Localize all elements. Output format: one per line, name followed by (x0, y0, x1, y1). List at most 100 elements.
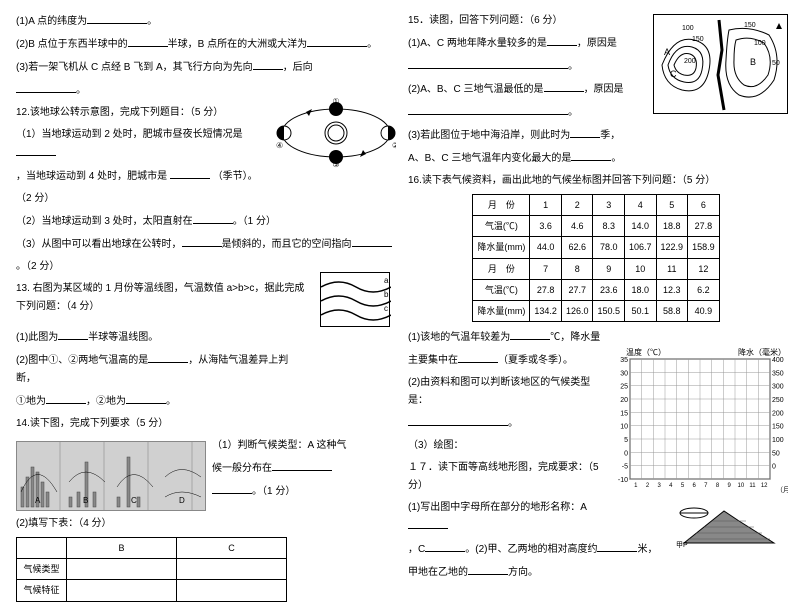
blank[interactable] (128, 35, 168, 47)
t: ，②地为 (86, 396, 126, 407)
cell-input[interactable] (177, 559, 287, 580)
svg-text:④: ④ (276, 141, 283, 150)
c: 58.8 (656, 300, 688, 321)
q15-2b: 。 (408, 103, 638, 122)
blank[interactable] (458, 351, 498, 363)
t: ℃，降水量 (550, 332, 600, 343)
blank[interactable] (58, 328, 88, 340)
c: 134.2 (530, 300, 562, 321)
mountain-icon: 甲P (674, 503, 784, 549)
svg-text:350: 350 (772, 370, 784, 377)
q15-3: (3)若此图位于地中海沿岸，则此时为季， (408, 126, 784, 145)
blank[interactable] (547, 34, 577, 46)
q14-right: （1）判断气候类型：A 这种气 候一般分布在 。（1 分） (212, 437, 392, 515)
blank[interactable] (352, 235, 392, 247)
blank[interactable] (16, 81, 76, 93)
blank[interactable] (193, 212, 233, 224)
svg-text:-10: -10 (618, 477, 628, 484)
q15-2: (2)A、B、C 三地气温最低的是，原因是 (408, 80, 638, 99)
t: ①地为 (16, 396, 46, 407)
c: 18.0 (625, 279, 657, 300)
blank[interactable] (272, 459, 332, 471)
blank[interactable] (307, 35, 367, 47)
blank[interactable] (170, 167, 210, 179)
c: 9 (593, 258, 625, 279)
svg-text:c: c (384, 304, 388, 313)
blank[interactable] (510, 328, 550, 340)
blank[interactable] (571, 149, 611, 161)
blank[interactable] (212, 482, 252, 494)
t: 13. 右图为某区域的 1 月份等温线图，气温数值 a>b>c，据此完成下列问题… (16, 283, 304, 312)
q16: 16.读下表气候资料，画出此地的气候坐标图并回答下列问题：（5 分） (408, 172, 784, 190)
svg-text:6: 6 (692, 483, 696, 489)
blank[interactable] (544, 80, 584, 92)
c: 62.6 (561, 237, 593, 258)
t: 12.该地球公转示意图，完成下列题目：（5 分） (16, 107, 223, 118)
svg-text:②: ② (392, 141, 396, 150)
isotherm-icon: a b c (321, 273, 391, 328)
q17-1: (1)写出图中字母所在部分的地形名称：A (408, 499, 603, 536)
orbit-diagram: ① ② ③ ④ (276, 98, 396, 168)
blank[interactable] (408, 57, 568, 69)
chart-label-d: D (179, 494, 185, 508)
q16-1c: 主要集中在（夏季或冬季）。 (408, 351, 603, 370)
cell-input[interactable] (177, 580, 287, 601)
t: 。（1 分） (233, 216, 276, 227)
contour-value: 100 (754, 40, 766, 47)
blank[interactable] (87, 12, 147, 24)
c: 11 (656, 258, 688, 279)
t: (1)A、C 两地年降水量较多的是 (408, 38, 547, 49)
climate-charts: A B C D (16, 441, 206, 511)
t: (1)写出图中字母所在部分的地形名称：A (408, 502, 587, 513)
blank[interactable] (408, 517, 448, 529)
blank[interactable] (425, 540, 465, 552)
cell-input[interactable] (67, 580, 177, 601)
svg-text:7: 7 (704, 483, 708, 489)
climate-chart-strip: A B C D (16, 437, 206, 515)
table-row: 气候特征 (17, 580, 287, 601)
blank[interactable] (148, 351, 188, 363)
c: 月 份 (473, 195, 530, 216)
c: 44.0 (530, 237, 562, 258)
c: 气温(℃) (473, 279, 530, 300)
svg-text:b: b (384, 290, 389, 299)
table-row: B C (17, 538, 287, 559)
blank[interactable] (570, 126, 600, 138)
c: 126.0 (561, 300, 593, 321)
c: 27.7 (561, 279, 593, 300)
c: 27.8 (530, 279, 562, 300)
c: 3.6 (530, 216, 562, 237)
svg-text:1: 1 (634, 483, 638, 489)
svg-text:a: a (384, 276, 389, 285)
blank[interactable] (182, 235, 222, 247)
blank[interactable] (16, 144, 56, 156)
blank[interactable] (408, 103, 568, 115)
blank[interactable] (46, 392, 86, 404)
c: 5 (656, 195, 688, 216)
q1-1: (1)A 点的纬度为。 (16, 12, 392, 31)
svg-text:5: 5 (624, 437, 628, 444)
c: 7 (530, 258, 562, 279)
t: (1)此图为 (16, 332, 58, 343)
svg-text:400: 400 (772, 357, 784, 364)
c: 月 份 (473, 258, 530, 279)
t: （3）绘图： (408, 440, 464, 451)
svg-text:③: ③ (332, 160, 339, 168)
blank[interactable] (253, 58, 283, 70)
svg-text:250: 250 (772, 397, 784, 404)
svg-text:35: 35 (620, 357, 628, 364)
x-label: （月） (776, 486, 788, 494)
cell-input[interactable] (67, 559, 177, 580)
t: (2)图中①、②两地气温高的是 (16, 355, 148, 366)
c: 8 (561, 258, 593, 279)
contour-value: 150 (744, 22, 756, 29)
blank[interactable] (408, 414, 508, 426)
t: 半球，B 点所在的大洲或大洋为 (168, 39, 307, 50)
t: (1)该地的气温年较差为 (408, 332, 510, 343)
svg-text:2: 2 (646, 483, 650, 489)
table-row: 月 份123456 (473, 195, 719, 216)
isotherm-diagram: a b c (320, 272, 390, 327)
t: 甲地在乙地的 (408, 567, 468, 578)
blank[interactable] (126, 392, 166, 404)
blank[interactable] (597, 540, 637, 552)
